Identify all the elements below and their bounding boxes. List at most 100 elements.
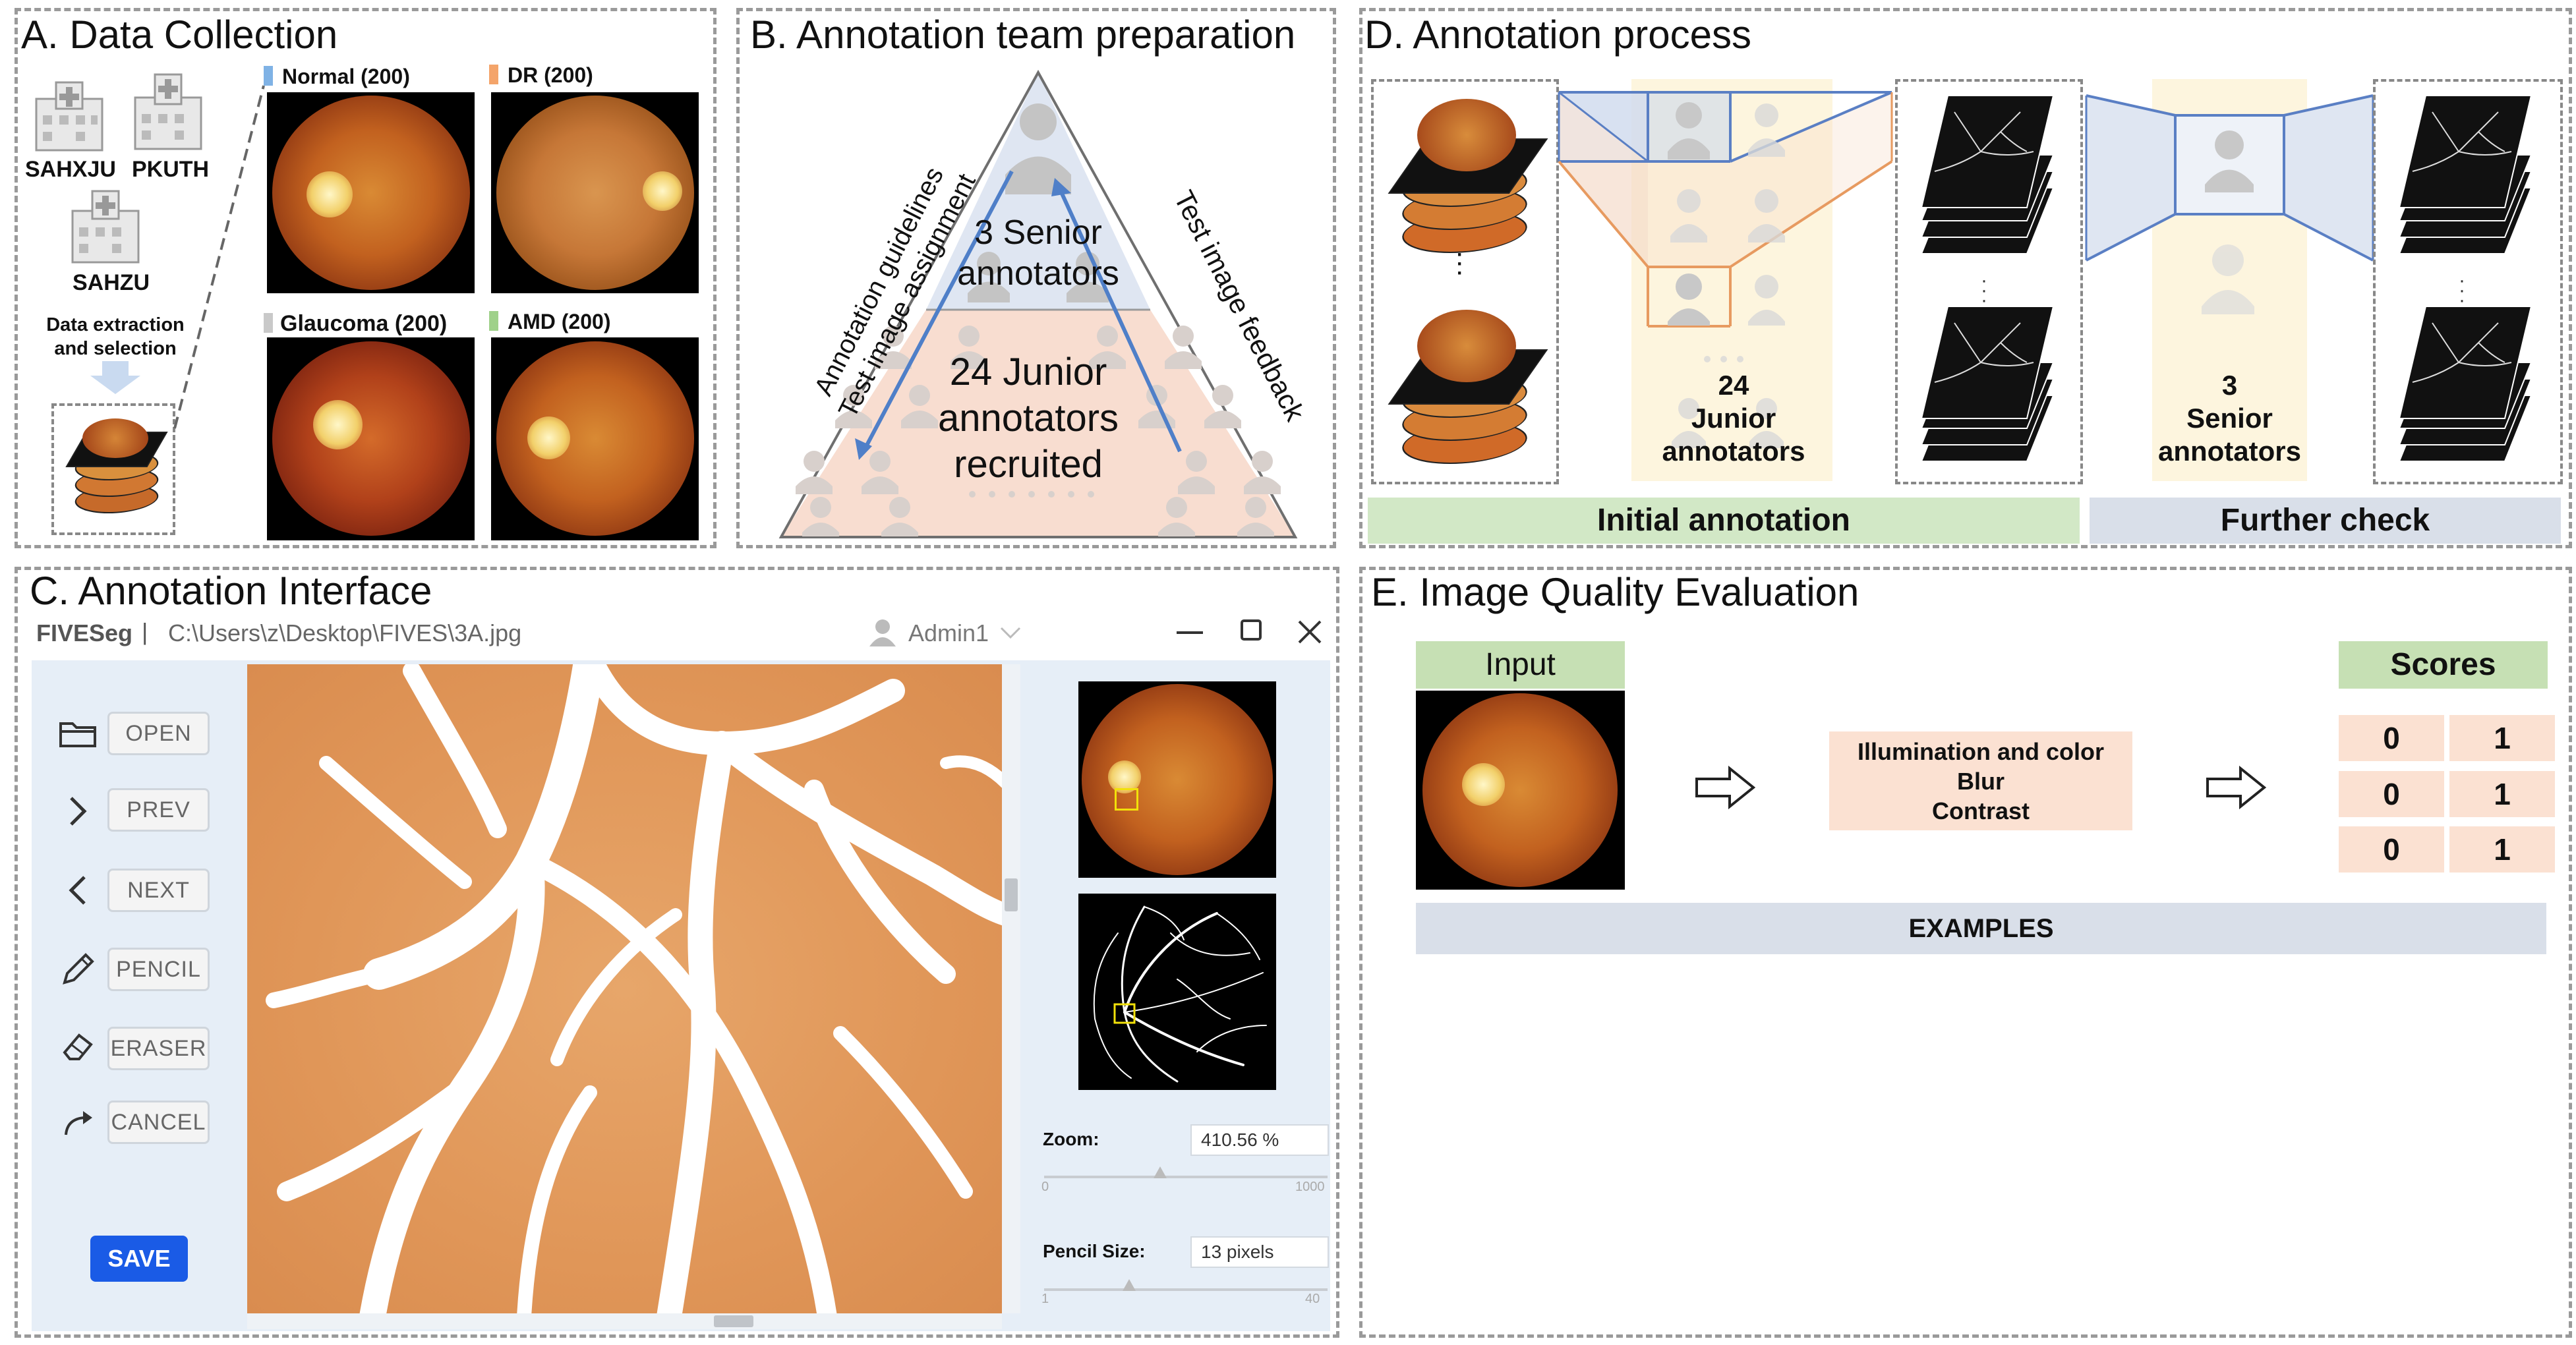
pencil-icon[interactable]	[55, 948, 101, 991]
annotation-canvas[interactable]	[247, 664, 1002, 1313]
examples-bar: EXAMPLES	[1416, 903, 2546, 954]
panel-annotation-process	[1359, 8, 2572, 548]
dataset-stack-box	[51, 403, 175, 535]
zoom-slider-thumb[interactable]	[1154, 1166, 1167, 1178]
dataset-stack	[63, 412, 168, 530]
svg-text:·: ·	[1981, 279, 1987, 301]
svg-text:·: ·	[1981, 270, 1987, 291]
pencil-slider-thumb[interactable]	[1123, 1279, 1136, 1291]
hospital-icon	[71, 190, 140, 264]
junior-count-number: 24	[1718, 370, 1749, 401]
category-label: AMD (200)	[508, 310, 611, 333]
pencil-size-field[interactable]: 13 pixels	[1190, 1236, 1329, 1268]
open-button[interactable]: OPEN	[107, 712, 210, 755]
horizontal-scroll-thumb[interactable]	[714, 1315, 753, 1327]
hospital-label: PKUTH	[132, 157, 210, 182]
fundus-image-glaucoma	[267, 337, 475, 540]
fundus-stack-bottom	[1384, 297, 1548, 474]
vessel-mask-stack-final: · · ·	[2398, 95, 2532, 462]
save-button[interactable]: SAVE	[90, 1236, 188, 1282]
criterion-illumination: Illumination and color	[1857, 738, 2104, 765]
input-fundus-image	[1416, 691, 1625, 890]
pencil-size-label: Pencil Size:	[1043, 1241, 1146, 1261]
hospital-icon	[134, 73, 202, 150]
close-icon[interactable]	[1297, 619, 1322, 644]
zoom-slider-track[interactable]	[1044, 1166, 1328, 1178]
fundus-image-amd	[491, 337, 699, 540]
criterion-contrast: Contrast	[1931, 797, 2030, 824]
input-stack-box	[1371, 79, 1559, 484]
right-arrow-icon	[2206, 765, 2267, 810]
vessel-overlay	[266, 664, 1002, 1313]
junior-count-label: 24 Junior annotators	[1635, 369, 1832, 468]
category-label: DR (200)	[508, 63, 593, 87]
initial-annotation-bar: Initial annotation	[1368, 498, 2080, 544]
senior-count-label: 3 Senior annotators	[2152, 369, 2307, 468]
senior-count-word: Senior	[2186, 403, 2273, 434]
input-header: Input	[1416, 641, 1625, 689]
folder-icon[interactable]	[55, 712, 101, 755]
score-cell: 0	[2339, 826, 2444, 873]
minimize-icon[interactable]	[1177, 631, 1203, 634]
pencil-button[interactable]: PENCIL	[107, 948, 210, 991]
file-path: C:\Users\z\Desktop\FIVES\3A.jpg	[168, 619, 522, 646]
pencil-max-label: 40	[1305, 1292, 1320, 1306]
next-button[interactable]: NEXT	[107, 869, 210, 912]
hospital-label: SAHZU	[73, 270, 150, 295]
maximize-icon[interactable]	[1241, 619, 1262, 641]
horizontal-scrollbar[interactable]	[247, 1313, 1002, 1329]
eraser-icon[interactable]	[55, 1025, 101, 1068]
extraction-label: Data extraction and selection	[46, 314, 185, 359]
score-cell: 0	[2339, 715, 2444, 761]
senior-count-role: annotators	[2157, 436, 2301, 467]
pencil-min-label: 1	[1041, 1292, 1049, 1306]
senior-annotators-label: 3 Senior annotators	[957, 214, 1119, 293]
panel-e-title: E. Image Quality Evaluation	[1371, 570, 1859, 614]
further-check-bar: Further check	[2090, 498, 2561, 544]
score-cell: 0	[2339, 771, 2444, 817]
senior-faded-icon	[2202, 244, 2254, 314]
chevron-down-icon[interactable]	[999, 623, 1022, 643]
panel-d-title: D. Annotation process	[1364, 13, 1752, 57]
fundus-image-dr	[491, 92, 699, 293]
vessel-mask-stack: · · ·	[1920, 95, 2055, 462]
panel-data-collection	[15, 8, 717, 548]
prev-button[interactable]: PREV	[107, 788, 210, 832]
panel-b-title: B. Annotation team preparation	[750, 13, 1296, 57]
score-cell: 1	[2449, 771, 2555, 817]
hospital-label: SAHXJU	[25, 157, 116, 182]
vertical-scroll-thumb[interactable]	[1005, 878, 1018, 911]
zoom-min-label: 0	[1041, 1180, 1049, 1194]
eraser-button[interactable]: ERASER	[107, 1027, 210, 1070]
svg-text:·: ·	[1981, 289, 1987, 311]
panel-a-title: A. Data Collection	[21, 13, 338, 57]
viewport-indicator[interactable]	[1115, 788, 1138, 811]
fundus-stack-top	[1384, 92, 1548, 264]
score-cell: 1	[2449, 715, 2555, 761]
fundus-thumbnail	[1078, 681, 1276, 878]
cancel-button[interactable]: CANCEL	[107, 1101, 210, 1144]
category-label: Normal (200)	[282, 65, 410, 88]
chevron-left-icon[interactable]	[55, 869, 101, 912]
user-name[interactable]: Admin1	[908, 619, 989, 646]
mask-stack-box-initial	[1895, 79, 2083, 484]
app-name: FIVESeg	[36, 619, 133, 646]
svg-text:·: ·	[2459, 270, 2465, 291]
ellipsis-vertical: · · ·	[1457, 244, 1463, 284]
chevron-right-icon[interactable]	[55, 789, 101, 833]
vertical-scrollbar[interactable]	[1002, 664, 1020, 1313]
criteria-box: Illumination and color Blur Contrast	[1829, 731, 2132, 830]
zoom-field[interactable]: 410.56 %	[1190, 1124, 1329, 1156]
panel-quality-evaluation	[1359, 567, 2572, 1338]
right-arrow-icon	[1695, 765, 1756, 810]
panel-annotation-interface	[15, 567, 1339, 1338]
fundus-image-normal	[267, 92, 475, 293]
senior-count-number: 3	[2221, 370, 2238, 401]
redo-arrow-icon[interactable]	[55, 1102, 101, 1145]
category-swatch-amd	[489, 311, 498, 331]
junior-annotators-label: 24 Junior annotators recruited	[937, 351, 1119, 486]
pencil-slider-track[interactable]	[1044, 1279, 1328, 1291]
category-swatch-dr	[489, 65, 498, 84]
svg-text:·: ·	[2459, 289, 2465, 311]
